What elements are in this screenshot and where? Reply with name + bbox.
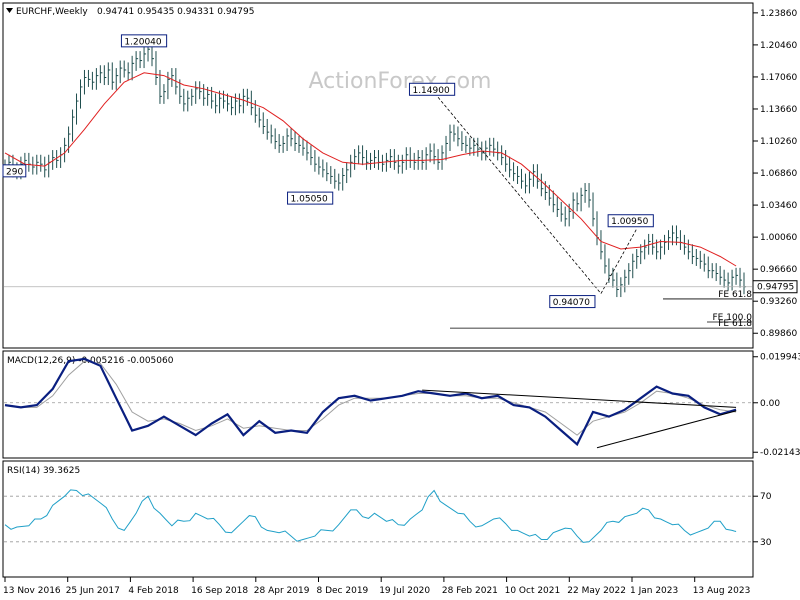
dropdown-triangle-icon[interactable] (6, 8, 13, 13)
macd-y-axis: 0.019943 0.00 -0.021434 (753, 353, 800, 458)
rsi-y-axis: 70 30 (753, 492, 772, 548)
annotation-label: 0.94070 (553, 298, 590, 308)
x-tick-label: 25 Jun 2017 (66, 586, 120, 596)
annotation-box (2, 164, 27, 178)
macd-y-tick-label: 0.019943 (760, 353, 800, 363)
price-y-tick-label: 1.06860 (760, 169, 797, 179)
x-tick-label: 16 Sep 2018 (191, 586, 248, 596)
ohlc-readout: 0.94741 0.95435 0.94331 0.94795 (97, 7, 254, 17)
macd-panel-frame (2, 350, 754, 459)
fib-levels: FE 61.8FE 100.0FE 61.8 (450, 290, 752, 329)
price-panel: ActionForex.com EURCHF,Weekly 0.94741 0.… (2, 2, 798, 349)
rsi-lines (4, 489, 752, 543)
macd-panel: MACD(12,26,9) -0.005216 -0.005060 0.0199… (2, 350, 800, 459)
x-tick-label: 1 Jan 2023 (630, 586, 678, 596)
price-panel-frame (2, 2, 754, 349)
macd-main-line (4, 357, 737, 447)
x-tick-label: 13 Nov 2016 (3, 586, 61, 596)
rsi-y-tick-label: 70 (760, 492, 772, 502)
swing-lines (437, 97, 638, 294)
macd-trendline-lower (596, 410, 737, 449)
annotation-box (287, 191, 334, 205)
annotation-label: 1.14900 (412, 86, 449, 96)
last-price-label: 0.94795 (757, 283, 794, 293)
x-tick-label: 4 Feb 2018 (128, 586, 179, 596)
macd-y-tick-label: -0.021434 (760, 448, 800, 458)
fib-level-label: FE 100.0 (713, 313, 753, 323)
price-bars (4, 41, 746, 298)
rsi-y-tick-label: 30 (760, 538, 772, 548)
rsi-panel-frame (2, 460, 754, 578)
x-tick-label: 8 Dec 2019 (317, 586, 369, 596)
price-y-tick-label: 1.10260 (760, 137, 797, 147)
annotation-label: 1.05050 (291, 195, 328, 205)
annotation-label: 290 (6, 167, 23, 177)
x-axis: 13 Nov 2016 25 Jun 2017 4 Feb 2018 16 Sep 2… (3, 577, 750, 596)
last-price-box (752, 280, 798, 294)
x-tick-label: 19 Jul 2020 (379, 586, 430, 596)
moving-average-line (4, 72, 737, 267)
swing-annotations: 1.20040 1.14900 1.05050 1.00950 0.94070 290 (2, 34, 654, 309)
price-y-axis: 1.23860 1.20460 1.17060 1.13660 1.10260 1.068… (753, 9, 797, 339)
rsi-panel: RSI(14) 39.3625 70 30 (2, 460, 772, 578)
fib-level-label: FE 61.8 (718, 290, 752, 300)
annotation-box (549, 295, 596, 309)
x-tick-label: 10 Oct 2021 (505, 586, 561, 596)
annotation-box (408, 82, 456, 96)
moving-average (4, 72, 737, 267)
price-y-tick-label: 1.03460 (760, 201, 797, 211)
price-y-tick-label: 0.93260 (760, 297, 797, 307)
price-y-tick-label: 0.96660 (760, 265, 797, 275)
symbol-label: EURCHF,Weekly (16, 7, 88, 17)
swing-dashed-line (600, 228, 638, 294)
x-tick-label: 22 May 2022 (567, 586, 626, 596)
price-y-tick-label: 0.89860 (760, 329, 797, 339)
price-y-tick-label: 1.17060 (760, 73, 797, 83)
x-tick-label: 28 Apr 2019 (254, 586, 310, 596)
price-y-tick-label: 1.00060 (760, 233, 797, 243)
macd-signal-line (4, 360, 737, 436)
x-tick-label: 13 Aug 2023 (693, 586, 751, 596)
last-price: 0.94795 (4, 280, 798, 294)
watermark: ActionForex.com (309, 69, 492, 94)
price-y-tick-label: 1.13660 (760, 105, 797, 115)
swing-dashed-line (437, 97, 602, 294)
price-y-tick-label: 1.23860 (760, 9, 797, 19)
annotation-box (607, 214, 654, 228)
macd-lines (4, 357, 752, 449)
macd-trendline-upper (422, 389, 737, 408)
fib-level-label: FE 61.8 (718, 319, 752, 329)
price-y-tick-label: 1.20460 (760, 41, 797, 51)
x-tick-label: 28 Feb 2021 (442, 586, 498, 596)
annotation-label: 1.20040 (124, 37, 161, 47)
annotation-box (120, 34, 168, 48)
rsi-line (4, 489, 737, 543)
rsi-label: RSI(14) 39.3625 (7, 466, 80, 476)
annotation-label: 1.00950 (611, 217, 648, 227)
macd-y-tick-label: 0.00 (760, 399, 780, 409)
